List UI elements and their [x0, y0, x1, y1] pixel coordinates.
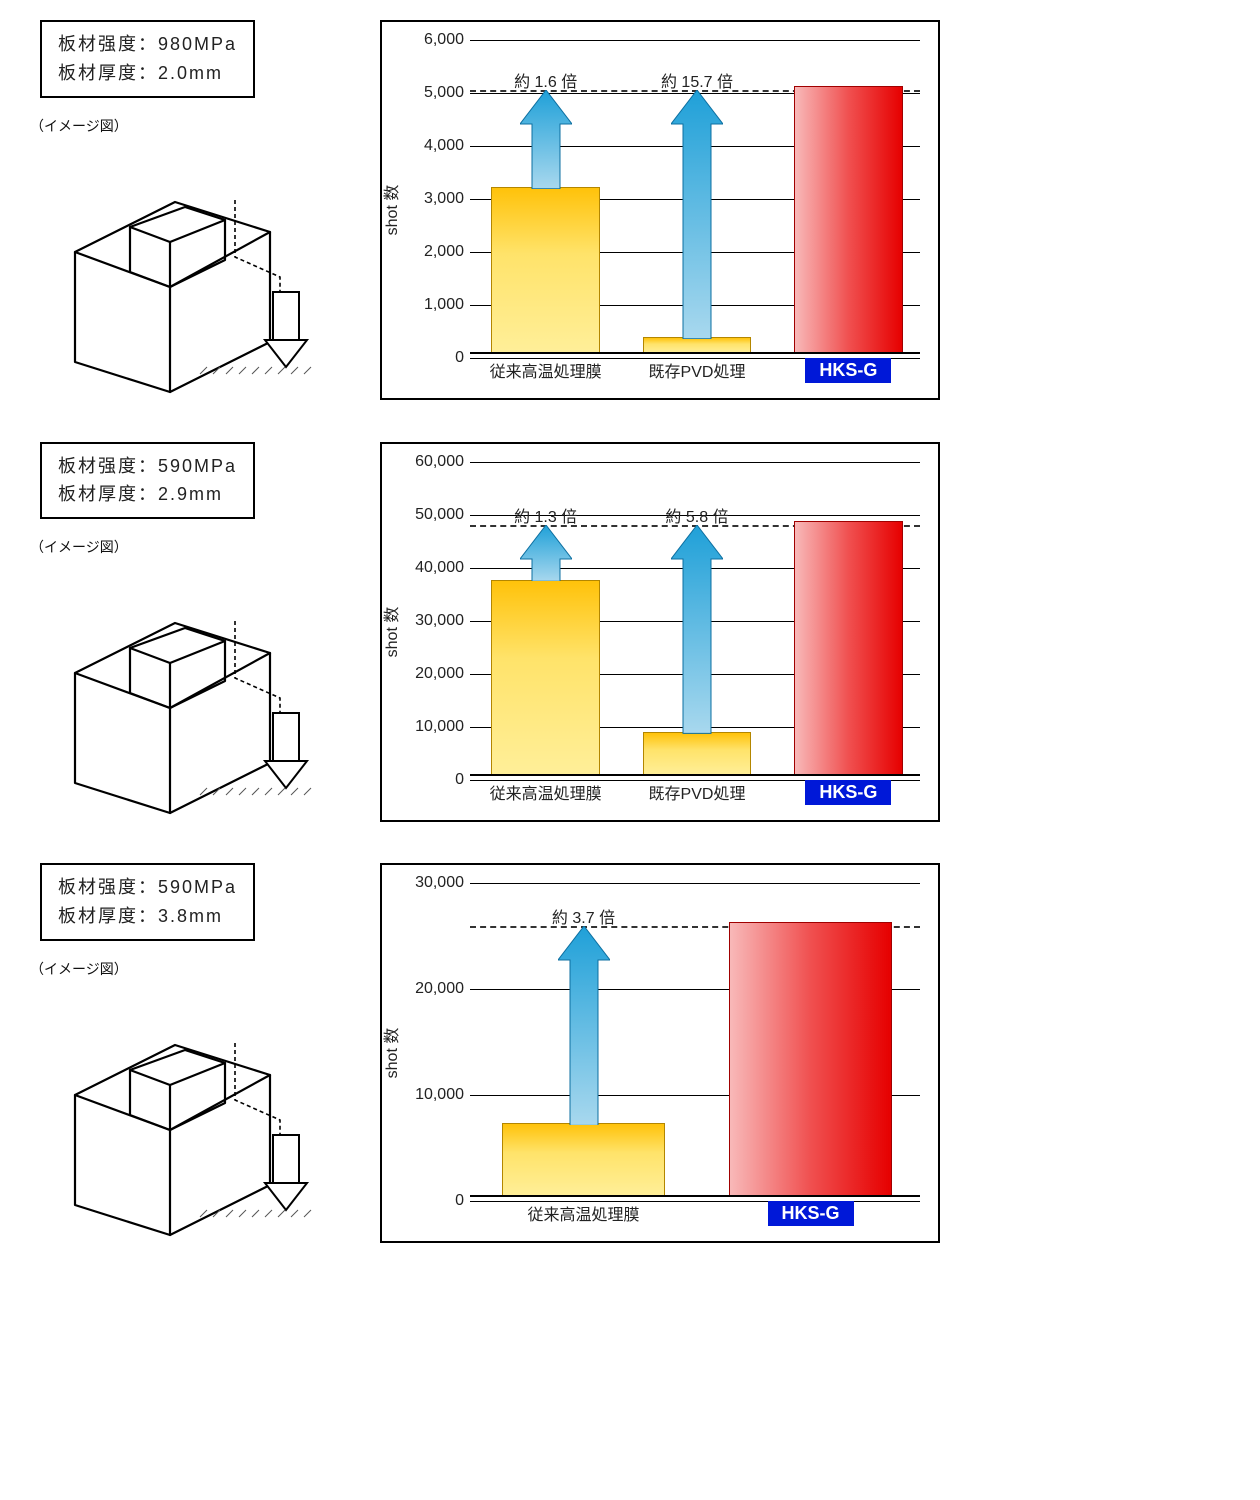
- multiplier-label: 約 1.6 倍: [514, 68, 577, 92]
- y-axis-label: shot 数: [378, 606, 402, 657]
- chart-1: shot 数010,00020,00030,00040,00050,00060,…: [380, 442, 940, 822]
- left-column: 板材强度：980MPa板材厚度：2.0mm （イメージ図）: [20, 20, 350, 402]
- x-label: 従来高温処理膜: [490, 780, 602, 804]
- ytick: 3,000: [424, 190, 464, 208]
- multiplier-label: 約 3.7 倍: [552, 904, 615, 928]
- ytick: 60,000: [415, 453, 464, 471]
- spec-thickness-value: 3.8mm: [158, 906, 223, 926]
- left-column: 板材强度：590MPa板材厚度：2.9mm （イメージ図）: [20, 442, 350, 824]
- spec-strength-label: 板材强度：: [58, 877, 158, 897]
- ytick: 50,000: [415, 506, 464, 524]
- spec-strength-label: 板材强度：: [58, 34, 158, 54]
- ytick: 5,000: [424, 84, 464, 102]
- x-label-hks: HKS-G: [768, 1201, 854, 1226]
- panel-0: 板材强度：980MPa板材厚度：2.0mm （イメージ図）: [20, 20, 1240, 402]
- plot-area: 01,0002,0003,0004,0005,0006,000従来高温処理膜既存…: [470, 40, 920, 354]
- spec-thickness-value: 2.9mm: [158, 484, 223, 504]
- spec-strength-value: 590MPa: [158, 456, 237, 476]
- ytick: 6,000: [424, 31, 464, 49]
- bar-red: [794, 86, 903, 354]
- ytick: 30,000: [415, 612, 464, 630]
- bar-red: [794, 521, 903, 775]
- plot-area: 010,00020,00030,00040,00050,00060,000従来高…: [470, 462, 920, 776]
- up-arrow-icon: [520, 525, 572, 581]
- spec-box: 板材强度：590MPa板材厚度：2.9mm: [40, 442, 255, 520]
- spec-box: 板材强度：590MPa板材厚度：3.8mm: [40, 863, 255, 941]
- ytick: 10,000: [415, 1086, 464, 1104]
- y-axis-label: shot 数: [378, 185, 402, 236]
- die-illustration: [35, 985, 335, 1245]
- panel-1: 板材强度：590MPa板材厚度：2.9mm （イメージ図）: [20, 442, 1240, 824]
- ytick: 4,000: [424, 137, 464, 155]
- x-label: 既存PVD処理: [649, 780, 746, 804]
- bar-red: [729, 922, 892, 1198]
- up-arrow-icon: [671, 90, 723, 339]
- spec-thickness-label: 板材厚度：: [58, 906, 158, 926]
- y-axis-label: shot 数: [378, 1028, 402, 1079]
- ytick: 0: [455, 771, 464, 789]
- ytick: 0: [455, 1192, 464, 1210]
- ytick: 20,000: [415, 665, 464, 683]
- ytick: 40,000: [415, 559, 464, 577]
- spec-strength-value: 590MPa: [158, 877, 237, 897]
- image-caption: （イメージ図）: [30, 116, 128, 136]
- x-label-hks: HKS-G: [805, 358, 891, 383]
- spec-thickness-value: 2.0mm: [158, 63, 223, 83]
- ytick: 2,000: [424, 243, 464, 261]
- spec-thickness-label: 板材厚度：: [58, 63, 158, 83]
- image-caption: （イメージ図）: [30, 537, 128, 557]
- spec-strength-value: 980MPa: [158, 34, 237, 54]
- up-arrow-icon: [558, 926, 610, 1125]
- spec-box: 板材强度：980MPa板材厚度：2.0mm: [40, 20, 255, 98]
- die-illustration: [35, 142, 335, 402]
- x-label-hks: HKS-G: [805, 780, 891, 805]
- multiplier-label: 約 15.7 倍: [661, 68, 733, 92]
- x-label: 従来高温処理膜: [527, 1201, 639, 1225]
- spec-strength-label: 板材强度：: [58, 456, 158, 476]
- ytick: 20,000: [415, 980, 464, 998]
- image-caption: （イメージ図）: [30, 959, 128, 979]
- bar-yellow1: [491, 580, 600, 776]
- multiplier-label: 約 5.8 倍: [665, 503, 728, 527]
- ytick: 0: [455, 349, 464, 367]
- die-illustration: [35, 563, 335, 823]
- ytick: 1,000: [424, 296, 464, 314]
- spec-thickness-label: 板材厚度：: [58, 484, 158, 504]
- chart-2: shot 数010,00020,00030,000従来高温処理膜HKS-G 約 …: [380, 863, 940, 1243]
- bar-yellow1: [491, 187, 600, 354]
- panel-2: 板材强度：590MPa板材厚度：3.8mm （イメージ図）: [20, 863, 1240, 1245]
- ytick: 10,000: [415, 718, 464, 736]
- plot-area: 010,00020,00030,000従来高温処理膜HKS-G 約 3.7 倍: [470, 883, 920, 1197]
- left-column: 板材强度：590MPa板材厚度：3.8mm （イメージ図）: [20, 863, 350, 1245]
- chart-0: shot 数01,0002,0003,0004,0005,0006,000従来高…: [380, 20, 940, 400]
- ytick: 30,000: [415, 874, 464, 892]
- up-arrow-icon: [671, 525, 723, 733]
- multiplier-label: 約 1.3 倍: [514, 503, 577, 527]
- x-label: 既存PVD処理: [649, 358, 746, 382]
- bar-yellow1: [502, 1123, 665, 1197]
- up-arrow-icon: [520, 90, 572, 189]
- x-label: 従来高温処理膜: [490, 358, 602, 382]
